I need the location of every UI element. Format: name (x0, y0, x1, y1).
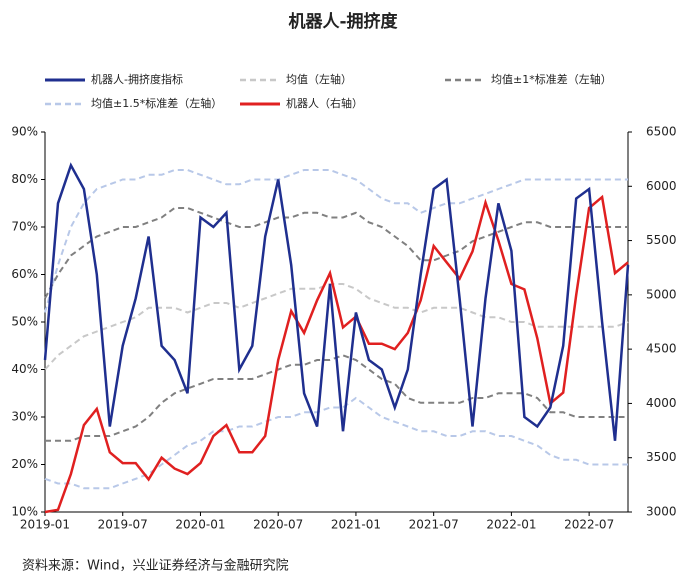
x-tick-label: 2021-01 (331, 518, 381, 532)
x-tick-label: 2019-01 (20, 518, 70, 532)
y2-tick-label: 3000 (646, 505, 677, 519)
y-tick-label: 70% (11, 220, 38, 234)
legend-label: 机器人-拥挤度指标 (91, 72, 183, 86)
y-tick-label: 50% (11, 315, 38, 329)
legend-label: 均值±1*标准差（左轴） (491, 72, 612, 86)
source-note: 资料来源：Wind，兴业证券经济与金融研究院 (22, 558, 289, 574)
legend-label: 均值±1.5*标准差（左轴） (91, 96, 222, 110)
series-line (44, 169, 628, 313)
y2-tick-label: 4000 (646, 396, 677, 410)
x-tick-label: 2022-01 (486, 518, 536, 532)
y2-tick-label: 3500 (646, 450, 677, 464)
series-line (44, 194, 629, 514)
y-tick-label: 80% (11, 172, 38, 186)
series-line (44, 283, 629, 371)
x-tick-label: 2020-01 (175, 518, 225, 532)
y-tick-label: 30% (11, 410, 38, 424)
y-tick-label: 90% (11, 125, 38, 139)
legend-label: 机器人（右轴） (286, 96, 363, 110)
series-line (44, 207, 628, 299)
y-tick-label: 10% (11, 505, 38, 519)
legend-label: 均值（左轴） (286, 72, 352, 86)
y-tick-label: 40% (11, 362, 38, 376)
series-line (44, 396, 628, 490)
chart-title: 机器人-拥挤度 (288, 11, 398, 32)
y2-tick-label: 6000 (646, 179, 677, 193)
y2-tick-label: 4500 (646, 342, 677, 356)
x-tick-label: 2019-07 (98, 518, 148, 532)
series-line (43, 162, 630, 441)
x-tick-label: 2020-07 (253, 518, 303, 532)
x-tick-label: 2022-07 (564, 518, 614, 532)
x-tick-label: 2021-07 (409, 518, 459, 532)
y-tick-label: 60% (11, 267, 38, 281)
y2-tick-label: 5000 (646, 287, 677, 301)
y2-tick-label: 6500 (646, 125, 677, 139)
y2-tick-label: 5500 (646, 233, 677, 247)
y-tick-label: 20% (11, 457, 38, 471)
